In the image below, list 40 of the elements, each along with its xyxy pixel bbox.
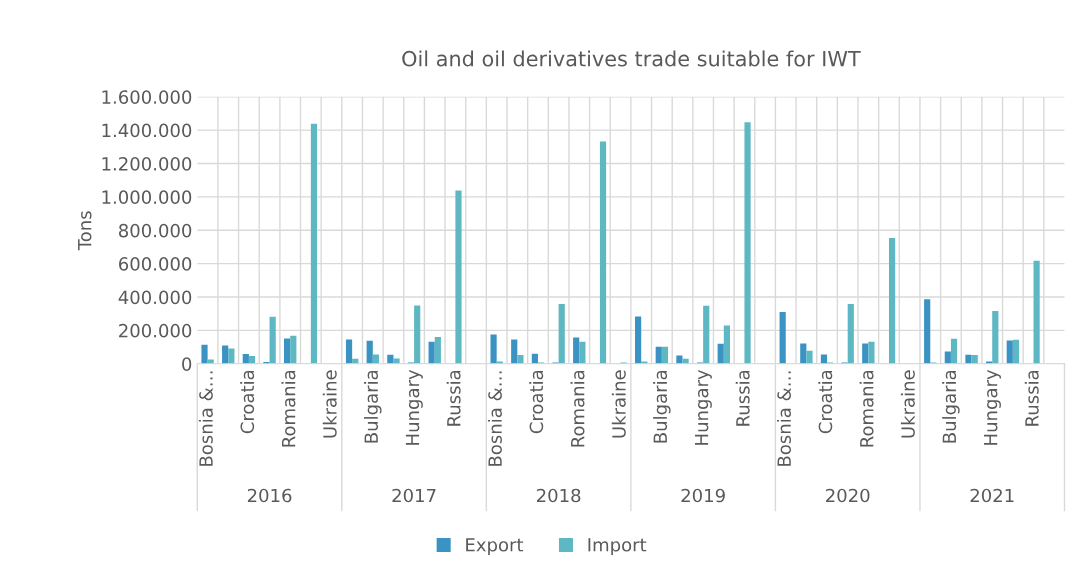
x-tick-label: Ukraine xyxy=(611,370,626,438)
chart-title: Oil and oil derivatives trade suitable for IWT xyxy=(402,50,861,67)
y-axis-title: Tons xyxy=(78,211,92,251)
x-tick-label: Bulgaria xyxy=(653,370,671,443)
text: 2018 xyxy=(536,488,581,503)
y-tick-label: 1.000.000 xyxy=(102,190,192,205)
x-tick-label: Russia xyxy=(735,370,750,426)
x-tick-label: Russia xyxy=(446,370,461,426)
text: 2021 xyxy=(970,488,1014,503)
legend-label: Import xyxy=(588,538,647,556)
x-tick-label: Croatia xyxy=(529,370,544,434)
x-tick-label: Bosnia &… xyxy=(198,371,213,466)
x-tick-label: Croatia xyxy=(240,370,255,434)
y-tick-label: 200.000 xyxy=(119,323,192,338)
legend-label: Export xyxy=(466,538,524,556)
y-tick-label: 1.200.000 xyxy=(102,156,192,171)
x-tick-label: Hungary xyxy=(984,369,1001,445)
y-tick-label: 0 xyxy=(182,357,192,371)
y-tick-label: 1.400.000 xyxy=(102,123,192,138)
x-tick-label: Bosnia &… xyxy=(487,371,502,466)
text: 2019 xyxy=(681,488,725,503)
x-tick-label: Ukraine xyxy=(322,370,337,438)
x-tick-label: Bulgaria xyxy=(364,370,382,443)
x-tick-label: Hungary xyxy=(405,369,423,445)
x-tick-label: Croatia xyxy=(818,370,833,434)
text: 2016 xyxy=(247,488,292,503)
text: 2020 xyxy=(826,488,870,503)
x-tick-label: Hungary xyxy=(694,369,712,445)
x-tick-label: Bosnia &… xyxy=(777,371,791,466)
x-tick-label: Romania xyxy=(570,370,585,447)
y-tick-label: 600.000 xyxy=(119,257,192,271)
x-tick-label: Romania xyxy=(859,370,874,447)
text: 2017 xyxy=(392,488,436,503)
x-tick-label: Bulgaria xyxy=(942,370,960,443)
x-tick-label: Romania xyxy=(281,370,296,447)
x-tick-label: Ukraine xyxy=(900,370,915,438)
y-tick-label: 400.000 xyxy=(118,290,192,305)
y-tick-label: 800.000 xyxy=(118,223,192,238)
y-tick-label: 1.600.000 xyxy=(102,90,192,104)
x-tick-label: Russia xyxy=(1024,370,1039,426)
